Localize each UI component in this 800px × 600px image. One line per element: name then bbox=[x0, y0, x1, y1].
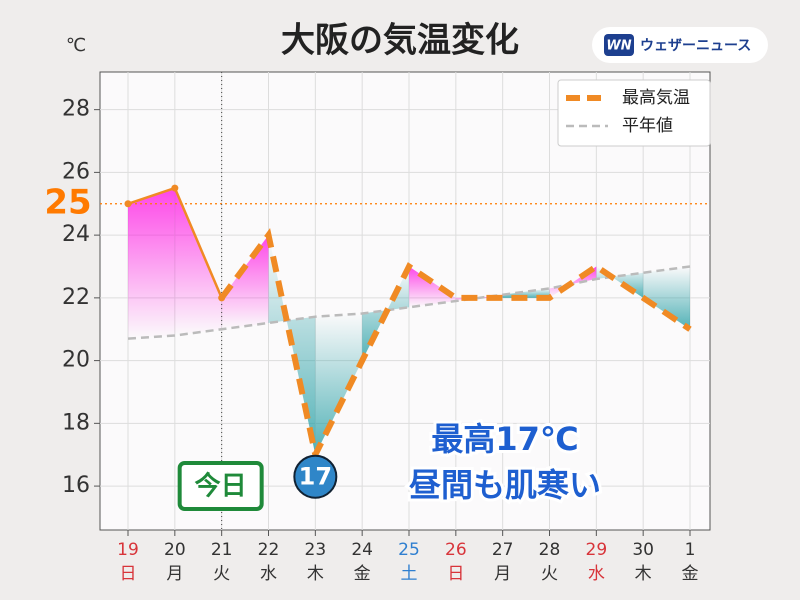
legend-label: 平年値 bbox=[622, 116, 673, 136]
x-tick-label: 23 bbox=[305, 540, 327, 560]
y-tick-label: 26 bbox=[62, 159, 90, 184]
brand: WN ウェザーニュース bbox=[592, 27, 768, 63]
unit: ℃ bbox=[66, 35, 86, 56]
x-weekday-label: 水 bbox=[260, 564, 277, 584]
min-badge bbox=[293, 454, 338, 499]
reference-label: 25 bbox=[44, 182, 91, 222]
normal-line bbox=[127, 265, 691, 340]
shade bbox=[128, 188, 175, 339]
callout: 昼間も肌寒い bbox=[409, 466, 601, 504]
y-tick-label: 20 bbox=[62, 348, 90, 373]
x-tick-label: 1 bbox=[685, 540, 696, 560]
x-tick-label: 24 bbox=[351, 540, 373, 560]
y-tick-label: 18 bbox=[62, 410, 90, 435]
max-point bbox=[218, 294, 226, 302]
x-weekday-label: 金 bbox=[682, 564, 699, 584]
x-tick-label: 20 bbox=[164, 540, 186, 560]
brand-badge bbox=[592, 27, 768, 63]
max-point bbox=[124, 200, 132, 208]
y-tick-label: 16 bbox=[62, 473, 90, 498]
x-tick-label: 26 bbox=[445, 540, 467, 560]
x-tick-label: 27 bbox=[492, 540, 514, 560]
shade bbox=[315, 313, 363, 455]
y-tick-label: 28 bbox=[62, 97, 90, 122]
x-tick-label: 25 bbox=[398, 540, 420, 560]
x-tick-label: 22 bbox=[258, 540, 280, 560]
y-tick-label: 22 bbox=[62, 285, 90, 310]
legend-label: 最高気温 bbox=[622, 88, 690, 108]
today-label: 今日 bbox=[195, 471, 247, 502]
x-weekday-label: 水 bbox=[588, 564, 605, 584]
x-weekday-label: 土 bbox=[401, 564, 418, 584]
shade bbox=[643, 266, 690, 330]
max-point bbox=[171, 184, 179, 192]
min-badge-label: 17 bbox=[299, 463, 332, 491]
x-tick-label: 29 bbox=[586, 540, 608, 560]
y-tick-label: 24 bbox=[62, 222, 90, 247]
shade bbox=[174, 188, 222, 336]
x-weekday-label: 月 bbox=[494, 564, 511, 584]
callout: 最高17℃ bbox=[431, 420, 578, 458]
x-weekday-label: 木 bbox=[307, 564, 324, 584]
chart-title: 大阪の気温変化 bbox=[281, 21, 519, 61]
x-weekday-label: 火 bbox=[213, 564, 230, 584]
x-tick-label: 19 bbox=[117, 540, 139, 560]
brand-name: ウェザーニュース bbox=[640, 38, 751, 54]
x-weekday-label: 木 bbox=[635, 564, 652, 584]
today-badge bbox=[177, 461, 264, 511]
x-weekday-label: 金 bbox=[354, 564, 371, 584]
x-tick-label: 21 bbox=[211, 540, 233, 560]
x-tick-label: 30 bbox=[632, 540, 654, 560]
x-weekday-label: 火 bbox=[541, 564, 558, 584]
brand-logo-bg bbox=[604, 34, 634, 56]
shade bbox=[221, 235, 269, 330]
max-line-forecast bbox=[219, 228, 692, 464]
x-weekday-label: 日 bbox=[447, 564, 464, 584]
x-weekday-label: 月 bbox=[166, 564, 183, 584]
x-weekday-label: 日 bbox=[120, 564, 137, 584]
x-tick-label: 28 bbox=[539, 540, 561, 560]
brand-logo: WN bbox=[606, 39, 631, 54]
